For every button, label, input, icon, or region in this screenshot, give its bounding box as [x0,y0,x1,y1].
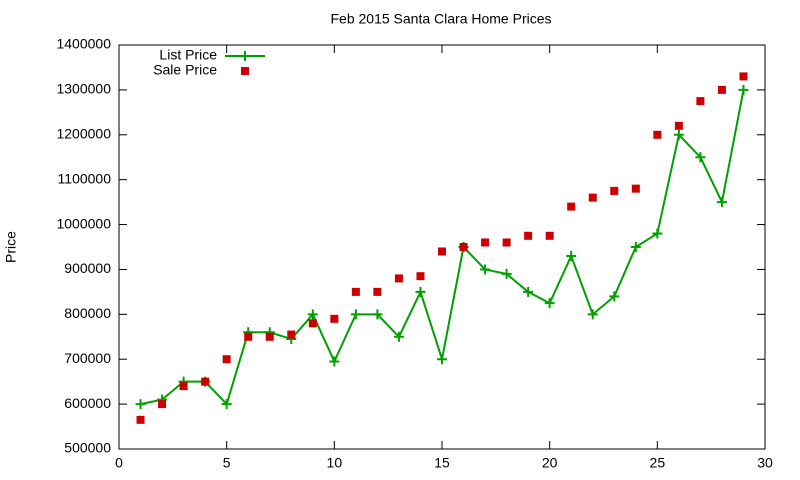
y-tick-label: 1400000 [56,36,111,52]
data-point [351,287,360,296]
data-point [630,242,641,252]
data-point [524,231,533,240]
data-point [416,272,425,281]
data-point [545,231,554,240]
data-point [502,238,511,247]
chart-title: Feb 2015 Santa Clara Home Prices [331,11,552,27]
legend-label: Sale Price [153,62,217,78]
y-tick-label: 900000 [64,260,111,276]
data-point [329,356,340,367]
x-tick-label: 25 [650,455,666,471]
data-point [696,97,705,106]
y-axis-label: Price [3,231,19,263]
data-point [631,184,640,193]
data-point [587,309,598,320]
data-point [350,309,361,320]
data-point [308,319,317,328]
x-tick-label: 30 [757,455,773,471]
data-point [135,399,146,410]
data-point [653,130,662,139]
data-point [652,228,663,239]
y-tick-label: 1000000 [56,215,111,231]
data-point [717,85,726,94]
data-point [674,121,683,130]
legend-label: List Price [159,47,217,63]
x-tick-label: 15 [434,455,450,471]
data-point [459,243,468,251]
legend-marker [241,67,249,75]
data-point [372,309,383,320]
x-tick-label: 0 [115,455,123,471]
data-point [287,330,296,339]
y-tick-label: 500000 [64,440,111,456]
data-point [716,197,727,208]
data-point [523,286,534,297]
data-point [480,264,491,275]
data-point [544,298,555,309]
data-point [222,355,231,364]
data-point [136,415,145,424]
data-point [673,129,684,140]
data-point [265,332,274,341]
data-point [501,268,512,279]
y-tick-label: 800000 [64,305,111,321]
data-point [610,186,619,195]
data-point [438,247,446,256]
data-point [567,202,576,211]
y-tick-label: 1300000 [56,81,111,97]
data-point [566,250,577,261]
x-tick-label: 5 [223,455,231,471]
data-point [588,193,597,202]
data-point [373,287,382,296]
x-tick-label: 10 [327,455,343,471]
data-point [179,382,188,391]
data-point [244,332,253,341]
data-point [201,377,210,386]
data-point [739,72,748,81]
data-point [437,354,447,365]
data-point [695,152,706,163]
data-point [738,84,749,95]
data-point [330,314,339,323]
y-tick-label: 1200000 [56,125,111,141]
data-point [609,291,620,302]
data-point [415,286,426,297]
x-tick-label: 20 [542,455,558,471]
data-point [394,274,403,283]
legend-marker [240,51,250,61]
y-tick-label: 1100000 [58,170,112,186]
data-point [393,331,404,342]
data-point [481,238,490,247]
data-point [221,399,232,410]
plot-frame [118,44,766,450]
data-point [158,400,167,409]
y-tick-label: 700000 [64,350,111,366]
y-tick-label: 600000 [64,395,111,411]
data-point [307,309,318,320]
